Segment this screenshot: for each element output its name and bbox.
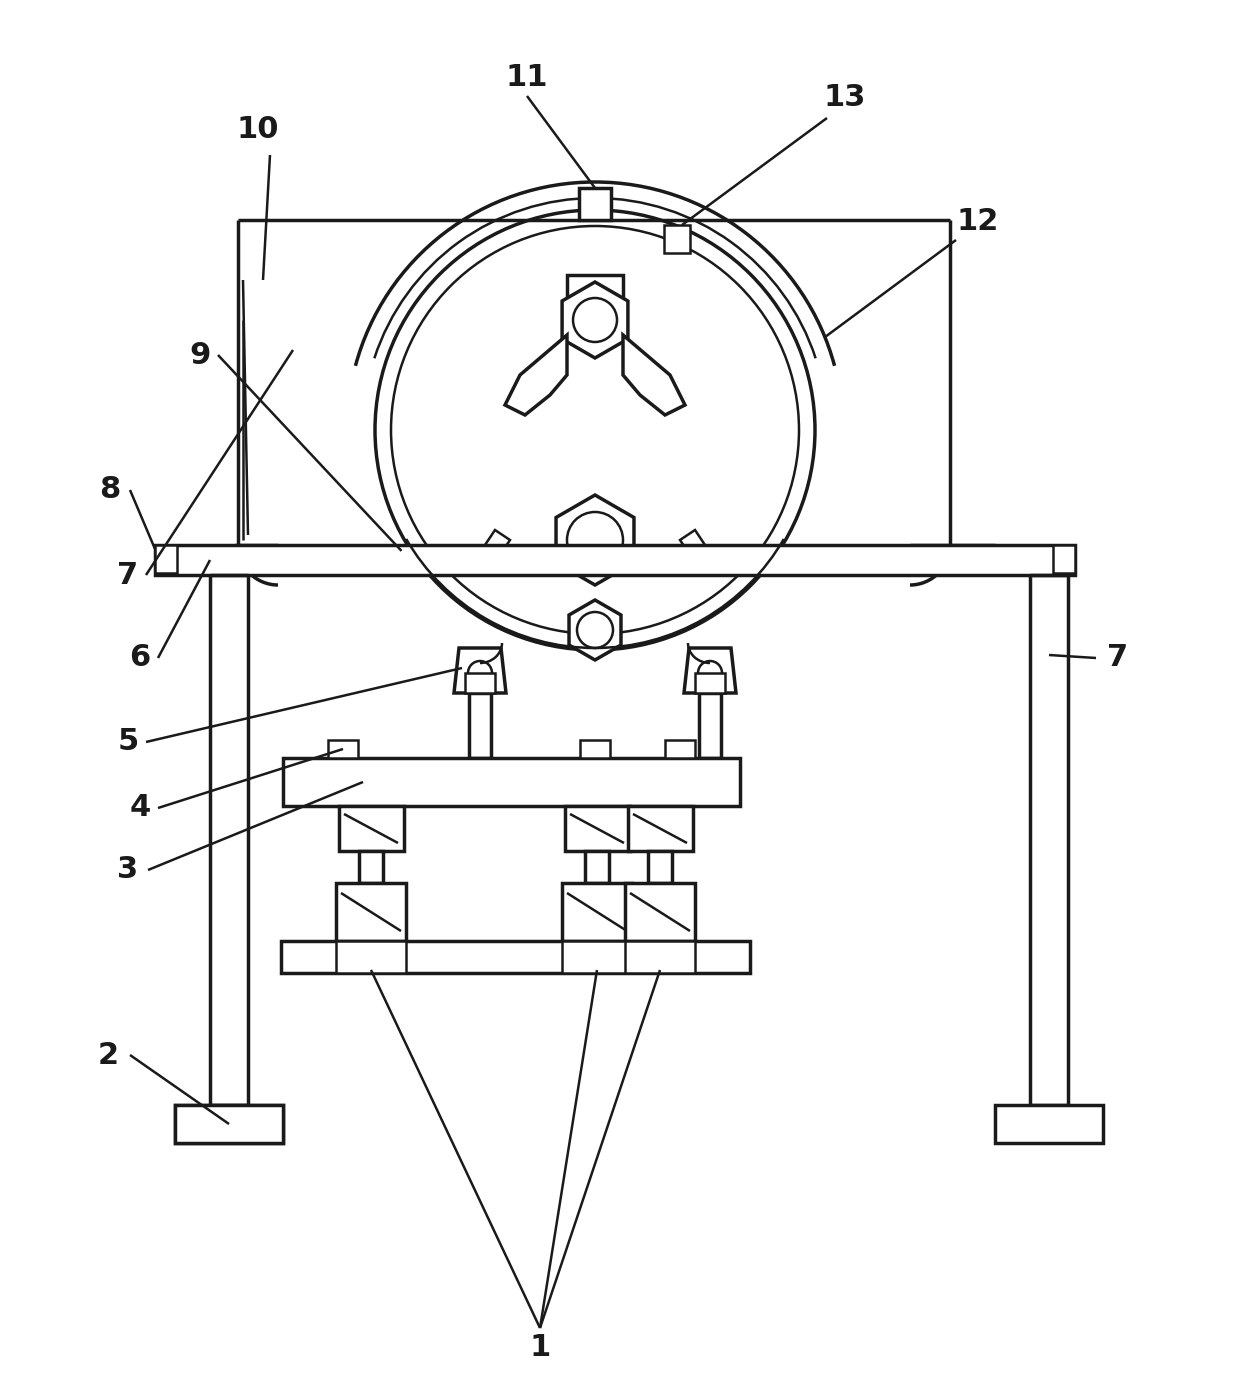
Circle shape	[467, 661, 492, 685]
Bar	[175, 1105, 283, 1142]
Polygon shape	[556, 495, 634, 585]
Polygon shape	[454, 649, 506, 693]
Polygon shape	[684, 649, 737, 693]
Bar	[336, 940, 405, 974]
Polygon shape	[680, 530, 715, 570]
Bar	[663, 225, 689, 253]
Text: 13: 13	[823, 83, 867, 112]
Polygon shape	[622, 335, 684, 415]
Bar	[627, 806, 693, 851]
Bar	[339, 806, 404, 851]
Bar	[580, 740, 610, 758]
Bar	[562, 882, 632, 940]
Polygon shape	[562, 282, 627, 358]
Circle shape	[698, 661, 722, 685]
Text: 5: 5	[118, 727, 139, 757]
Bar	[329, 740, 358, 758]
Bar	[567, 275, 622, 335]
Bar	[994, 1105, 1104, 1142]
Bar	[281, 940, 750, 974]
Text: 2: 2	[98, 1040, 119, 1069]
Bar	[579, 188, 611, 220]
Circle shape	[374, 210, 815, 650]
Bar	[665, 740, 694, 758]
Circle shape	[577, 613, 613, 649]
Bar	[699, 693, 720, 758]
Text: 7: 7	[1107, 643, 1128, 672]
Bar	[155, 545, 177, 573]
Bar	[585, 851, 609, 882]
Polygon shape	[505, 335, 567, 415]
Circle shape	[567, 512, 622, 568]
Text: 6: 6	[129, 643, 150, 672]
Bar	[694, 674, 725, 693]
Text: 8: 8	[99, 476, 120, 505]
Bar	[175, 1105, 283, 1142]
Bar	[469, 693, 491, 758]
Polygon shape	[475, 530, 510, 570]
Text: 12: 12	[957, 207, 999, 236]
Text: 3: 3	[118, 856, 139, 885]
Bar	[562, 940, 632, 974]
Text: 10: 10	[237, 116, 279, 144]
Bar	[336, 882, 405, 940]
Bar	[283, 758, 740, 806]
Circle shape	[573, 297, 618, 342]
Bar	[360, 851, 383, 882]
Bar	[649, 851, 672, 882]
Circle shape	[391, 225, 799, 633]
Text: 1: 1	[529, 1333, 551, 1362]
Bar	[625, 940, 694, 974]
Text: 9: 9	[190, 340, 211, 369]
Text: 4: 4	[129, 794, 150, 823]
Bar	[465, 674, 495, 693]
Bar	[155, 545, 1075, 575]
Bar	[1053, 545, 1075, 573]
Polygon shape	[569, 600, 621, 660]
Bar	[625, 882, 694, 940]
Text: 7: 7	[118, 560, 139, 589]
Text: 11: 11	[506, 64, 548, 93]
Bar	[565, 806, 630, 851]
